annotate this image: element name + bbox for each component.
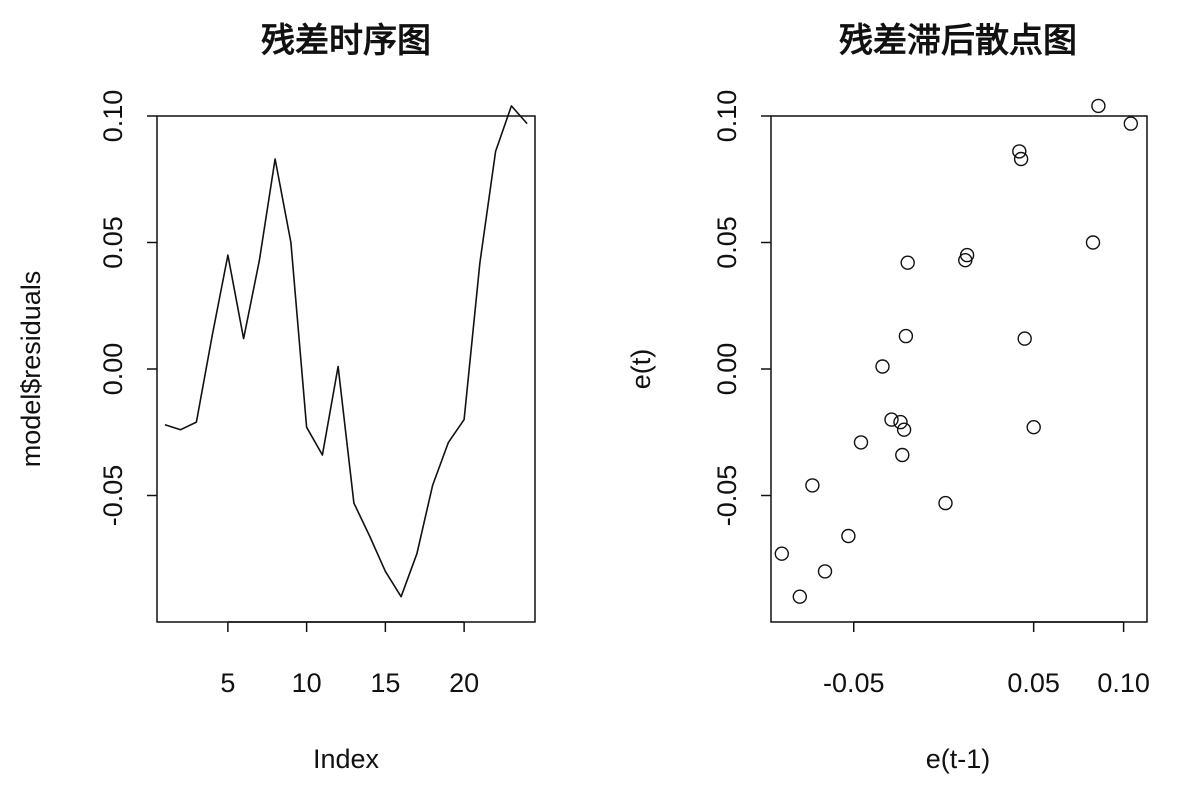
right-chart-title: 残差滞后散点图 <box>839 21 1077 61</box>
right-scatter-point <box>1012 144 1027 159</box>
right-scatter-point <box>1085 235 1101 250</box>
right-x-axis-label: e(t-1) <box>926 744 991 774</box>
right-scatter-point <box>875 359 890 374</box>
left-x-tick-label: 10 <box>292 668 322 698</box>
right-scatter-point <box>900 255 915 270</box>
right-scatter-point <box>893 414 908 430</box>
left-panel: 残差时序图 5 10 15 20 -0.05 0.00 0.05 0.10 Index mo… <box>16 21 536 774</box>
left-residual-line <box>164 105 528 598</box>
right-scatter-point <box>898 328 914 344</box>
right-scatter-point <box>958 253 973 268</box>
left-y-tick-label: 0.05 <box>98 216 128 269</box>
right-scatter-point <box>1026 420 1041 435</box>
right-scatter-point <box>1123 116 1139 131</box>
right-scatter-point <box>817 564 833 579</box>
right-x-tick-label: -0.05 <box>823 668 885 698</box>
left-x-tick-label: 15 <box>370 668 400 698</box>
left-y-tick-label: -0.05 <box>98 465 128 527</box>
left-y-axis-label: model$residuals <box>16 271 46 468</box>
right-scatter-point <box>774 546 789 561</box>
right-scatter-point <box>938 495 953 511</box>
right-x-tick-label: 0.05 <box>1007 668 1060 698</box>
right-y-tick-label: 0.00 <box>712 343 742 396</box>
right-scatter-point <box>841 528 856 544</box>
right-y-tick-label: 0.10 <box>712 90 742 143</box>
right-panel: 残差滞后散点图 -0.05 0.05 0.10 -0.050.000.050.10 … <box>626 21 1150 774</box>
right-scatter-point <box>805 478 820 493</box>
right-y-axis: -0.05 0.00 0.05 0.10 <box>712 90 771 527</box>
left-y-tick-label: 0.10 <box>98 90 128 143</box>
right-scatter-point <box>1017 331 1032 346</box>
left-y-axis: -0.05 0.00 0.05 0.10 <box>98 90 157 527</box>
right-y-tick-label: -0.05 <box>712 465 742 527</box>
right-scatter-point <box>792 589 807 604</box>
left-y-tick-label: 0.00 <box>98 343 128 396</box>
left-chart-title: 残差时序图 <box>261 21 431 61</box>
right-scatter-point <box>895 447 910 463</box>
right-y-tick-label: 0.05 <box>712 216 742 269</box>
right-scatter-point <box>853 435 869 450</box>
right-x-axis: -0.05 0.05 0.10 <box>823 621 1150 698</box>
left-x-tick-label: 5 <box>220 668 235 698</box>
right-scatter-point <box>1013 151 1029 167</box>
left-series <box>164 105 528 598</box>
left-x-axis-label: Index <box>313 744 380 774</box>
left-x-axis: 5 10 15 20 <box>220 621 479 698</box>
left-x-tick-label: 20 <box>449 668 479 698</box>
right-series <box>774 98 1139 604</box>
right-scatter-point <box>896 422 912 437</box>
right-x-tick-label: 0.10 <box>1097 668 1150 698</box>
right-scatter-point <box>1091 98 1106 114</box>
right-scatter-point <box>884 412 899 427</box>
right-y-axis-label: e(t) <box>626 349 656 390</box>
